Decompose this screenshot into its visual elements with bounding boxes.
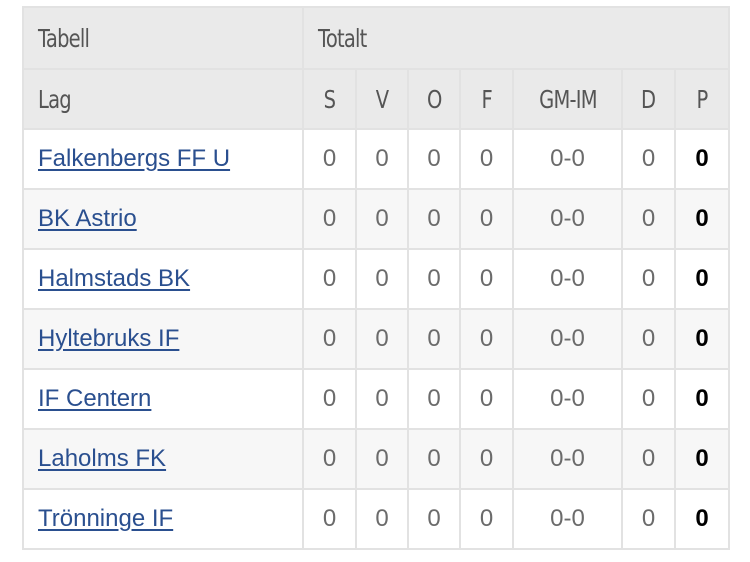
points-cell: 0 xyxy=(674,188,730,250)
column-header-points[interactable]: P xyxy=(674,68,730,130)
team-link[interactable]: BK Astrio xyxy=(38,205,137,232)
difference-cell: 0 xyxy=(621,128,676,190)
lost-cell: 0 xyxy=(459,488,514,550)
played-cell: 0 xyxy=(302,248,357,310)
drawn-cell: 0 xyxy=(407,428,461,490)
difference-cell: 0 xyxy=(621,488,676,550)
team-link[interactable]: Falkenbergs FF U xyxy=(38,145,231,172)
goals-cell: 0-0 xyxy=(512,308,623,370)
standings-table: Tabell Totalt Lag S V O F GM-IM D P Falk… xyxy=(22,6,730,550)
column-header-drawn[interactable]: O xyxy=(407,68,461,130)
drawn-cell: 0 xyxy=(407,368,461,430)
points-cell: 0 xyxy=(674,368,730,430)
table-row: Laholms FK 0 0 0 0 0-0 0 0 xyxy=(22,428,730,490)
table-row: Falkenbergs FF U 0 0 0 0 0-0 0 0 xyxy=(22,128,730,190)
difference-cell: 0 xyxy=(621,308,676,370)
team-link[interactable]: Hyltebruks IF xyxy=(38,325,180,352)
won-cell: 0 xyxy=(355,368,409,430)
standings-table-container: Tabell Totalt Lag S V O F GM-IM D P Falk… xyxy=(22,6,730,550)
difference-cell: 0 xyxy=(621,368,676,430)
team-link[interactable]: IF Centern xyxy=(38,385,152,412)
column-header-won[interactable]: V xyxy=(355,68,409,130)
points-cell: 0 xyxy=(674,428,730,490)
team-link[interactable]: Halmstads BK xyxy=(38,265,191,292)
lost-cell: 0 xyxy=(459,308,514,370)
played-cell: 0 xyxy=(302,308,357,370)
column-header-goals[interactable]: GM-IM xyxy=(512,68,623,130)
goals-cell: 0-0 xyxy=(512,368,623,430)
points-cell: 0 xyxy=(674,488,730,550)
drawn-cell: 0 xyxy=(407,128,461,190)
goals-cell: 0-0 xyxy=(512,188,623,250)
table-row: Trönninge IF 0 0 0 0 0-0 0 0 xyxy=(22,488,730,550)
goals-cell: 0-0 xyxy=(512,248,623,310)
team-cell: BK Astrio xyxy=(22,188,304,250)
team-link[interactable]: Trönninge IF xyxy=(38,505,174,532)
played-cell: 0 xyxy=(302,368,357,430)
won-cell: 0 xyxy=(355,488,409,550)
won-cell: 0 xyxy=(355,128,409,190)
goals-cell: 0-0 xyxy=(512,428,623,490)
won-cell: 0 xyxy=(355,188,409,250)
played-cell: 0 xyxy=(302,188,357,250)
won-cell: 0 xyxy=(355,248,409,310)
played-cell: 0 xyxy=(302,488,357,550)
difference-cell: 0 xyxy=(621,188,676,250)
won-cell: 0 xyxy=(355,308,409,370)
lost-cell: 0 xyxy=(459,248,514,310)
drawn-cell: 0 xyxy=(407,488,461,550)
team-cell: IF Centern xyxy=(22,368,304,430)
table-row: Halmstads BK 0 0 0 0 0-0 0 0 xyxy=(22,248,730,310)
totals-group-header: Totalt xyxy=(302,6,730,70)
played-cell: 0 xyxy=(302,128,357,190)
table-row: IF Centern 0 0 0 0 0-0 0 0 xyxy=(22,368,730,430)
table-title-header: Tabell xyxy=(22,6,304,70)
goals-cell: 0-0 xyxy=(512,128,623,190)
table-row: Hyltebruks IF 0 0 0 0 0-0 0 0 xyxy=(22,308,730,370)
column-header-team[interactable]: Lag xyxy=(22,68,304,130)
standings-table-body: Falkenbergs FF U 0 0 0 0 0-0 0 0 BK Astrio 0 0 0 0 0-… xyxy=(22,128,730,550)
drawn-cell: 0 xyxy=(407,188,461,250)
played-cell: 0 xyxy=(302,428,357,490)
lost-cell: 0 xyxy=(459,368,514,430)
lost-cell: 0 xyxy=(459,188,514,250)
table-row: BK Astrio 0 0 0 0 0-0 0 0 xyxy=(22,188,730,250)
team-cell: Halmstads BK xyxy=(22,248,304,310)
drawn-cell: 0 xyxy=(407,308,461,370)
points-cell: 0 xyxy=(674,308,730,370)
table-header-group-row: Tabell Totalt xyxy=(22,6,730,70)
points-cell: 0 xyxy=(674,248,730,310)
points-cell: 0 xyxy=(674,128,730,190)
column-header-lost[interactable]: F xyxy=(459,68,514,130)
column-header-played[interactable]: S xyxy=(302,68,357,130)
difference-cell: 0 xyxy=(621,248,676,310)
table-column-header-row: Lag S V O F GM-IM D P xyxy=(22,68,730,130)
difference-cell: 0 xyxy=(621,428,676,490)
lost-cell: 0 xyxy=(459,428,514,490)
won-cell: 0 xyxy=(355,428,409,490)
lost-cell: 0 xyxy=(459,128,514,190)
team-cell: Trönninge IF xyxy=(22,488,304,550)
goals-cell: 0-0 xyxy=(512,488,623,550)
team-link[interactable]: Laholms FK xyxy=(38,445,167,472)
column-header-difference[interactable]: D xyxy=(621,68,676,130)
team-cell: Laholms FK xyxy=(22,428,304,490)
team-cell: Falkenbergs FF U xyxy=(22,128,304,190)
drawn-cell: 0 xyxy=(407,248,461,310)
team-cell: Hyltebruks IF xyxy=(22,308,304,370)
